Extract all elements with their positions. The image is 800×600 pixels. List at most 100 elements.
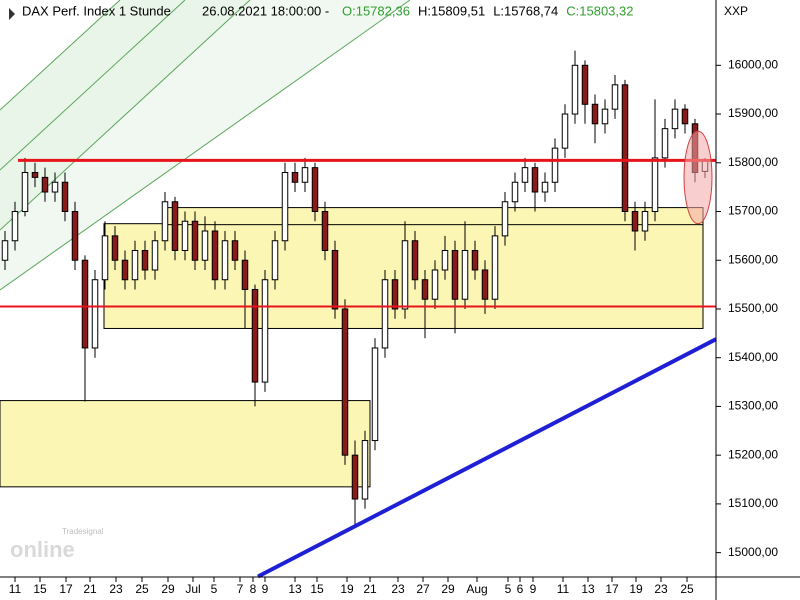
candle-body [191, 220, 199, 261]
candle-body [281, 172, 289, 242]
candle-body [161, 201, 169, 242]
candle-body [201, 230, 209, 261]
candle-body [471, 249, 479, 271]
candle-body [341, 308, 349, 456]
candle-body [561, 113, 569, 149]
candle-body [51, 181, 59, 193]
y-tick-label: 15400,00 [728, 350, 778, 364]
candle-body [431, 269, 439, 300]
y-tick-label: 15500,00 [728, 301, 778, 315]
candle-body [581, 64, 589, 105]
channel [0, 0, 411, 291]
candle-body [501, 201, 509, 237]
x-tick-label: 17 [59, 582, 73, 596]
candle-body [261, 279, 269, 383]
logo-name: online [10, 537, 75, 562]
candle-body [301, 167, 309, 183]
x-tick-label: Aug [466, 582, 487, 596]
candle-body [671, 108, 679, 130]
y-tick-label: 15000,00 [728, 545, 778, 559]
candle-body [631, 211, 639, 232]
y-tick-label: 15600,00 [728, 252, 778, 266]
x-tick-label: 27 [416, 582, 430, 596]
candle-body [601, 108, 609, 125]
x-tick-label: 29 [161, 582, 175, 596]
logo-brand: Tradesignal [62, 527, 104, 536]
candle-body [31, 172, 39, 178]
x-tick-label: 19 [340, 582, 354, 596]
x-tick-label: 23 [391, 582, 405, 596]
candles [1, 50, 709, 529]
candle-body [221, 240, 229, 281]
x-tick-label: Jul [185, 582, 200, 596]
candle-body [391, 279, 399, 310]
candle-body [361, 440, 369, 500]
candle-body [61, 181, 69, 213]
x-tick-label: 7 [237, 582, 244, 596]
candle-body [571, 64, 579, 115]
x-tick-label: 9 [262, 582, 269, 596]
x-tick-label: 5 [505, 582, 512, 596]
candle-body [401, 240, 409, 310]
y-tick-label: 15300,00 [728, 399, 778, 413]
candle-body [441, 249, 449, 271]
candle-body [451, 249, 459, 300]
x-tick-label: 23 [654, 582, 668, 596]
candle-body [121, 259, 129, 281]
x-tick-label: 21 [363, 582, 377, 596]
candle-body [651, 157, 659, 213]
candle-body [81, 259, 89, 349]
candle-body [681, 108, 689, 125]
candle-body [181, 220, 189, 251]
candle-body [531, 167, 539, 193]
candle-body [351, 454, 359, 500]
x-tick-label: 15 [310, 582, 324, 596]
candle-body [521, 167, 529, 183]
y-tick-label: 16000,00 [728, 57, 778, 71]
candle-body [211, 230, 219, 281]
candle-body [491, 235, 499, 300]
candle-body [11, 211, 19, 242]
axes: 15000,00 15100,00 15200,00 15300,00 15400,00… [9, 57, 779, 596]
candle-body [511, 181, 519, 203]
x-tick-label: 21 [83, 582, 97, 596]
ohlc-value: C:15803,32 [566, 3, 633, 18]
candle-body [541, 181, 549, 193]
y-tick-label: 15200,00 [728, 447, 778, 461]
axis-name: XXP [724, 4, 748, 18]
candle-body [421, 279, 429, 300]
candle-body [661, 128, 669, 159]
x-tick-label: 13 [288, 582, 302, 596]
logo: Tradesignal online [10, 527, 104, 562]
x-tick-label: 19 [629, 582, 643, 596]
y-tick-label: 15800,00 [728, 155, 778, 169]
candle-body [1, 240, 9, 261]
candle-body [641, 211, 649, 232]
channel-line [0, 0, 121, 111]
timestamp: 26.08.2021 18:00:00 - [202, 3, 329, 18]
header-icon [9, 8, 15, 20]
channel-line [0, 0, 251, 231]
ohlc-readout: O:15782,36 H:15809,51 L:15768,74 C:15803,32 [342, 3, 634, 18]
chart-title: DAX Perf. Index 1 Stunde [22, 3, 171, 18]
candle-body [481, 269, 489, 300]
candle-body [241, 259, 249, 290]
overlay [0, 130, 717, 579]
candle-body [591, 103, 599, 125]
candle-body [381, 279, 389, 349]
candle-body [91, 279, 99, 349]
ohlc-value: H:15809,51 [418, 3, 485, 18]
x-tick-label: 29 [441, 582, 455, 596]
candle-body [231, 240, 239, 261]
x-tick-label: 25 [680, 582, 694, 596]
highlight [683, 130, 713, 225]
candle-body [331, 249, 339, 310]
x-tick-label: 6 [517, 582, 524, 596]
x-tick-label: 13 [581, 582, 595, 596]
candle-body [371, 347, 379, 442]
x-tick-label: 25 [135, 582, 149, 596]
candle-body [321, 211, 329, 251]
y-tick-label: 15100,00 [728, 496, 778, 510]
x-tick-label: 8 [250, 582, 257, 596]
